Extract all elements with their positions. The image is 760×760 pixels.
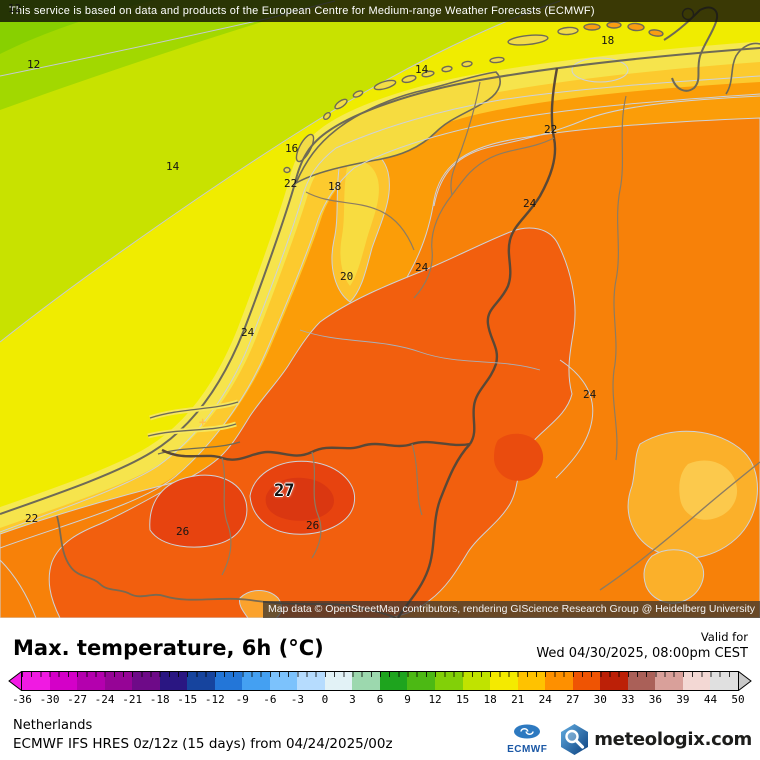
scale-tick-label: 12 <box>428 693 442 706</box>
scale-segment <box>104 672 133 690</box>
scale-tick-label: -27 <box>67 693 87 706</box>
scale-tick-label: -6 <box>263 693 277 706</box>
scale-segment <box>242 672 270 690</box>
disclaimer-text: This service is based on data and produc… <box>9 5 595 17</box>
scale-segment <box>572 672 601 690</box>
scale-segment <box>379 672 408 690</box>
model-run-label: ECMWF IFS HRES 0z/12z (15 days) from 04/… <box>13 736 393 752</box>
region-label: Netherlands <box>13 718 93 733</box>
scale-segment <box>132 672 160 690</box>
scale-tick-label: 0 <box>321 693 329 706</box>
scale-segment <box>627 672 656 690</box>
scale-tick-label: 39 <box>676 693 690 706</box>
ecmwf-logo-text: ECMWF <box>507 743 548 755</box>
scale-tick-label: 24 <box>538 693 552 706</box>
ecmwf-disclaimer-bar: This service is based on data and produc… <box>0 0 760 22</box>
scale-segment <box>297 672 325 690</box>
scale-tick-label: -15 <box>177 693 198 706</box>
scale-segment <box>490 672 518 690</box>
scale-segments <box>22 671 738 691</box>
scale-segment <box>187 672 215 690</box>
scale-right-arrow <box>738 671 752 691</box>
scale-segment <box>214 672 243 690</box>
page-title: Max. temperature, 6h (°C) <box>13 636 324 660</box>
scale-tick-labels: -36 -30 -27 -24 -21 -18 -15 -12 -9 -6 -3 0 3 6 9 12 15 18… <box>8 693 752 707</box>
ecmwf-logo-icon <box>514 724 541 738</box>
land-layers <box>0 48 760 618</box>
scale-tick-label: -9 <box>235 693 249 706</box>
scale-segment <box>545 672 573 690</box>
ecmwf-logo: ECMWF <box>502 724 552 755</box>
scale-segment <box>517 672 546 690</box>
scale-tick-label: -21 <box>122 693 143 706</box>
scale-segment <box>269 672 298 690</box>
scale-segment <box>407 672 435 690</box>
scale-segment <box>462 672 491 690</box>
scale-tick-label: 44 <box>703 693 718 706</box>
map-attribution: Map data © OpenStreetMap contributors, r… <box>262 601 760 618</box>
scale-tick-label: 21 <box>511 693 525 706</box>
weather-map[interactable]: 12 12 14 14 16 22 18 18 20 22 24 24 24 24 22 26 26 27 + Th… <box>0 0 760 618</box>
scale-left-arrow <box>8 671 22 691</box>
scale-segment <box>434 672 463 690</box>
valid-time: Wed 04/30/2025, 08:00pm CEST <box>536 646 748 661</box>
scale-tick-label: 33 <box>621 693 635 706</box>
scale-tick-label: 18 <box>483 693 497 706</box>
scale-tick-label: 9 <box>404 693 411 706</box>
logo-block: ECMWF meteologix.com <box>502 719 752 759</box>
valid-for-label: Valid for <box>700 630 748 644</box>
scale-segment <box>159 672 188 690</box>
temperature-scale: -36 -30 -27 -24 -21 -18 -15 -12 -9 -6 -3 0 3 6 9 12 15 18… <box>8 671 752 713</box>
scale-segment <box>655 672 683 690</box>
scale-tick-label: 3 <box>349 693 356 706</box>
scale-tick-label: -3 <box>290 693 304 706</box>
valid-time-block: Valid for Wed 04/30/2025, 08:00pm CEST <box>536 630 748 661</box>
scale-tick-label: -18 <box>149 693 170 706</box>
scale-segment <box>77 672 105 690</box>
scale-bar <box>8 671 752 691</box>
scale-tick-label: -12 <box>204 693 225 706</box>
scale-segment <box>600 672 628 690</box>
meteologix-hexagon-icon <box>561 723 589 755</box>
scale-tick-label: 6 <box>376 693 384 706</box>
scale-segment <box>22 672 50 690</box>
scale-segment <box>49 672 78 690</box>
meteologix-logo: meteologix.com <box>559 723 752 756</box>
wadden-islands <box>283 7 695 174</box>
meteologix-brand-text: meteologix.com <box>594 728 752 750</box>
scale-tick-label: 30 <box>593 693 607 706</box>
scale-tick-label: -36 <box>12 693 32 706</box>
scale-tick-label: 50 <box>731 693 745 706</box>
scale-tick-label: 36 <box>648 693 662 706</box>
scale-segment <box>352 672 380 690</box>
scale-tick-label: -24 <box>94 693 115 706</box>
temperature-map-canvas <box>0 0 760 618</box>
scale-segment <box>324 672 353 690</box>
scale-tick-label: 15 <box>455 693 470 706</box>
scale-tick-label: -30 <box>39 693 60 706</box>
scale-segment <box>710 672 738 690</box>
scale-tick-label: 27 <box>566 693 580 706</box>
scale-segment <box>682 672 711 690</box>
